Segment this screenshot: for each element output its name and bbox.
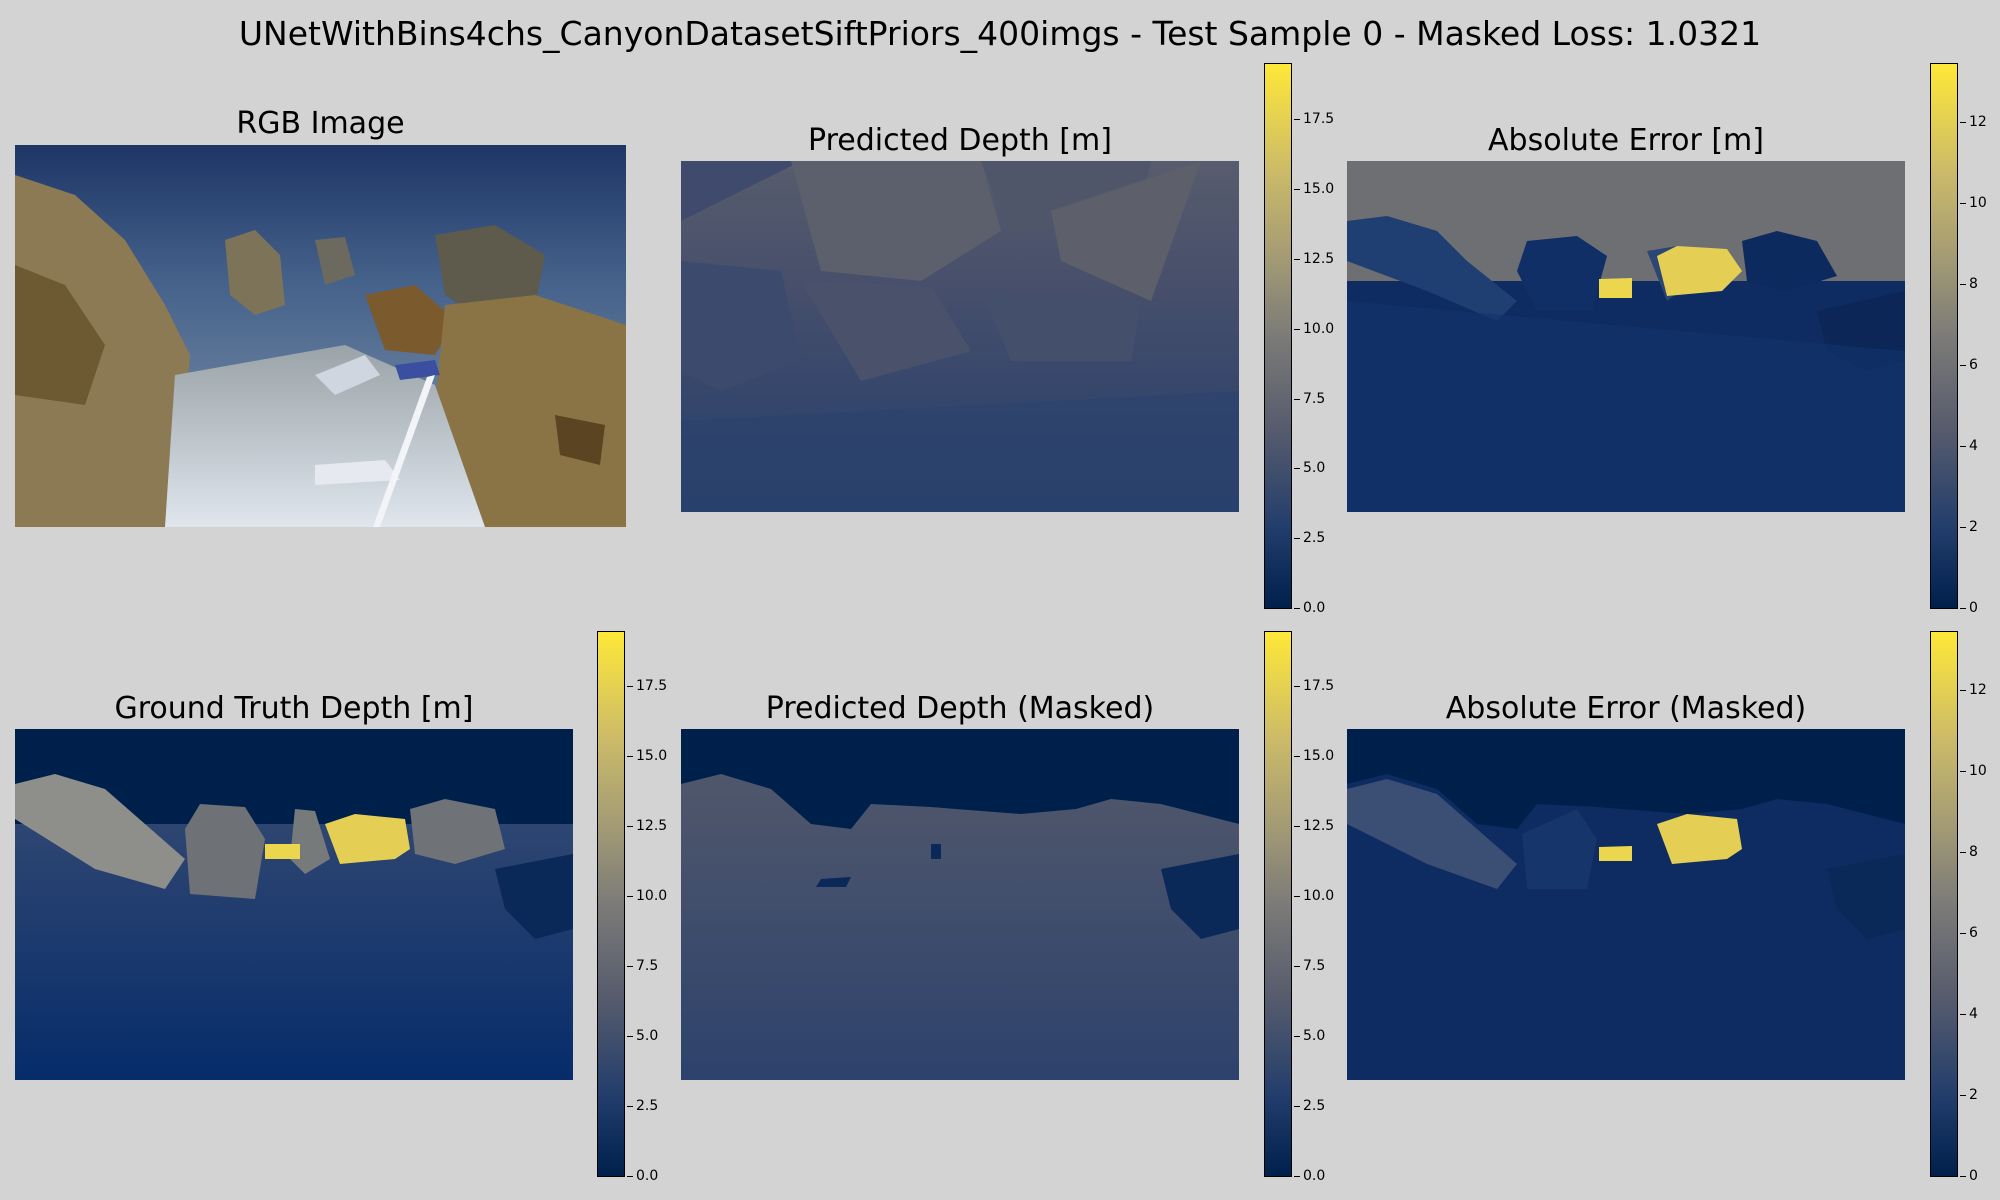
predm-panel-title: Predicted Depth (Masked) [765,691,1155,726]
colorbar-tick: 8 [1960,276,1978,292]
colorbar-tick: 15.0 [1293,748,1335,764]
errm-colorbar [1930,631,1958,1177]
err-panel-title: Absolute Error [m] [1488,123,1764,158]
rgb-image [15,145,626,527]
colorbar-tick: 0.0 [626,1168,659,1184]
colorbar-tick: 6 [1960,925,1978,941]
colorbar-tick: 12.5 [1293,818,1335,834]
gt-depth-heatmap [15,729,573,1080]
colorbar-tick: 10 [1960,763,1987,779]
colorbar-tick: 10.0 [1293,321,1335,337]
abs-error-heatmap [1347,161,1905,512]
err-masked-heatmap [1347,729,1905,1080]
pred-depth-heatmap [681,161,1239,512]
colorbar-tick: 12 [1960,682,1987,698]
colorbar-tick: 5.0 [1293,1028,1326,1044]
colorbar-tick: 0.0 [1293,600,1326,616]
colorbar-tick: 7.5 [1293,391,1326,407]
colorbar-tick: 6 [1960,357,1978,373]
colorbar-tick: 2 [1960,519,1978,535]
colorbar-tick: 4 [1960,1006,1978,1022]
colorbar-tick: 5.0 [626,1028,659,1044]
rgb-panel-title: RGB Image [236,106,405,141]
colorbar-tick: 2.5 [1293,1098,1326,1114]
colorbar-tick: 12.5 [1293,251,1335,267]
colorbar-tick: 2.5 [626,1098,659,1114]
colorbar-tick: 10 [1960,195,1987,211]
gt-colorbar [597,631,625,1177]
colorbar-tick: 15.0 [1293,181,1335,197]
figure-title: UNetWithBins4chs_CanyonDatasetSiftPriors… [238,14,1762,53]
colorbar-tick: 8 [1960,844,1978,860]
pred-colorbar [1264,63,1292,609]
pred-panel-title: Predicted Depth [m] [808,123,1112,158]
colorbar-tick: 12 [1960,114,1987,130]
colorbar-tick: 0 [1960,600,1978,616]
pred-masked-heatmap [681,729,1239,1080]
gt-panel-title: Ground Truth Depth [m] [114,691,474,726]
colorbar-tick: 0.0 [1293,1168,1326,1184]
err-colorbar [1930,63,1958,609]
colorbar-tick: 15.0 [626,748,668,764]
colorbar-tick: 2.5 [1293,530,1326,546]
colorbar-tick: 12.5 [626,818,668,834]
colorbar-tick: 17.5 [626,678,668,694]
colorbar-tick: 2 [1960,1087,1978,1103]
colorbar-tick: 10.0 [626,888,668,904]
predm-colorbar [1264,631,1292,1177]
colorbar-tick: 0 [1960,1168,1978,1184]
colorbar-tick: 10.0 [1293,888,1335,904]
errm-panel-title: Absolute Error (Masked) [1445,691,1807,726]
colorbar-tick: 7.5 [626,958,659,974]
colorbar-tick: 7.5 [1293,958,1326,974]
colorbar-tick: 5.0 [1293,460,1326,476]
colorbar-tick: 17.5 [1293,678,1335,694]
colorbar-tick: 17.5 [1293,111,1335,127]
colorbar-tick: 4 [1960,438,1978,454]
